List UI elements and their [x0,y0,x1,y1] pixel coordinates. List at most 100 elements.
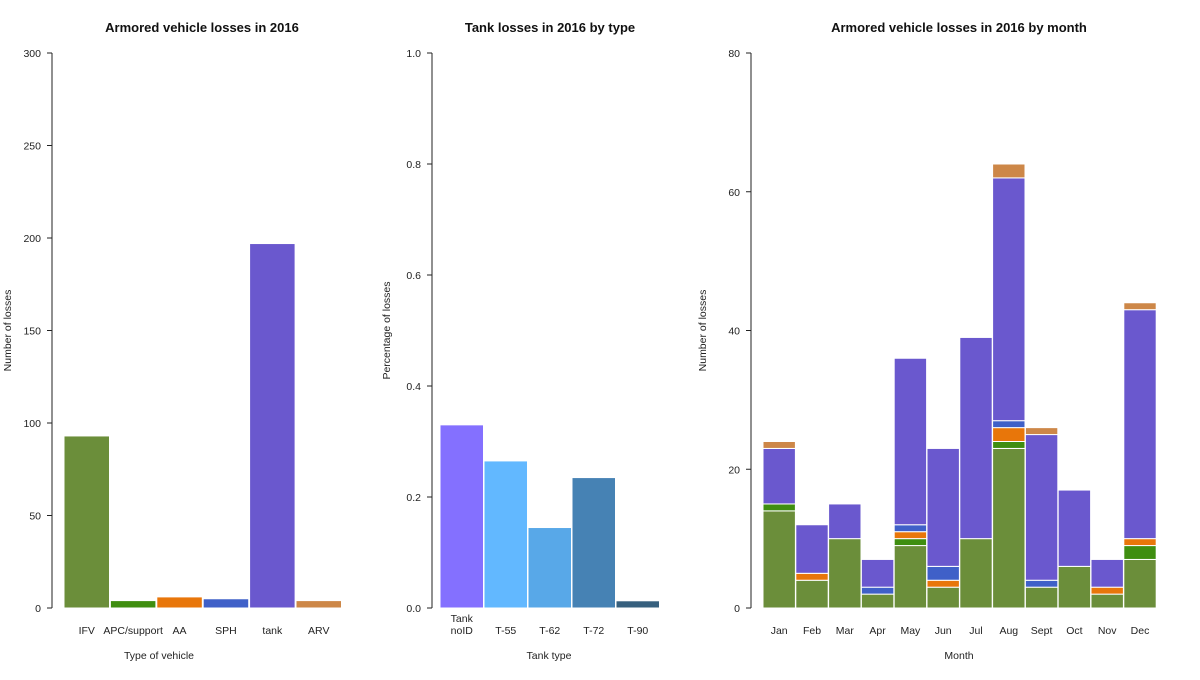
bar-segment-oct-5 [1057,489,1092,567]
bar-segment-jan-5 [762,447,796,505]
y-tick-label: 150 [23,326,41,338]
x-tick-label: Jul [969,625,982,637]
y-tick-label: 0 [35,603,41,615]
x-tick-label: T-72 [583,625,604,637]
bar-segment-jan-2 [762,503,796,512]
chart-panel-2: Tank losses in 2016 by type 0.0 0.2 0.4 0.6 0… [381,20,660,662]
bar-t-72 [571,477,616,609]
bar-segment-nov-5 [1090,558,1124,588]
bar-segment-sept-1 [1024,586,1059,609]
chart-title: Armored vehicle losses in 2016 [105,20,299,35]
bar-segment-mar-1 [828,538,862,609]
x-tick-label: ARV [308,625,329,637]
x-axis-label: Tank type [527,650,572,662]
bar-segment-feb-1 [795,579,829,609]
y-tick-label: 1.0 [406,48,421,60]
x-tick-label: Tank noID [451,613,474,637]
bar-segment-may-3 [893,531,928,540]
x-tick-label: Apr [869,625,886,637]
bar-segment-dec-5 [1123,309,1157,540]
bar-apc-support [109,600,157,609]
bar-segment-aug-2 [992,441,1026,449]
bar-segment-dec-2 [1123,545,1157,560]
y-tick-label: 0.0 [406,603,421,615]
bar-segment-may-4 [893,524,928,533]
x-tick-label: Jun [935,625,952,637]
bar-segment-dec-6 [1123,302,1157,311]
bar-segment-aug-1 [992,447,1026,609]
bar-segment-jan-1 [762,510,796,609]
bar-segment-aug-5 [992,177,1026,422]
x-tick-label: T-90 [627,625,648,637]
bar-segment-may-5 [893,357,928,526]
y-tick-label: 100 [23,418,41,430]
bar-segment-aug-6 [992,163,1026,179]
bar-segment-jun-5 [926,447,960,567]
x-axis-label: Type of vehicle [124,650,194,662]
y-tick-label: 300 [23,48,41,60]
bar-arv [295,600,342,609]
y-tick-label: 20 [728,464,740,476]
chart-panel-1: Armored vehicle losses in 2016 0 50 100 150 2… [2,20,342,662]
bar-segment-nov-1 [1090,593,1124,609]
x-axis-label: Month [944,650,973,662]
chart-panel-3: Armored vehicle losses in 2016 by month 0… [697,20,1157,662]
y-tick-label: 0 [734,603,740,615]
y-axis-label: Percentage of losses [381,281,393,379]
x-tick-label: Sept [1031,625,1053,637]
x-tick-label: SPH [215,625,237,637]
x-tick-label: Feb [803,625,821,637]
x-tick-label: Aug [999,625,1018,637]
bar-t-90 [615,600,660,609]
y-tick-label: 80 [728,48,740,60]
x-tick-label: Dec [1131,625,1150,637]
x-tick-label: May [900,625,921,637]
bar-segment-jun-3 [926,579,960,588]
bar-segment-jun-1 [926,586,960,609]
x-tick-label: APC/support [103,625,163,637]
y-tick-label: 0.2 [406,492,421,504]
x-tick-label: tank [262,625,283,637]
x-tick-label: Jan [771,625,788,637]
y-axis-label: Number of losses [2,290,14,372]
bar-segment-jan-6 [762,441,796,449]
bar-segment-feb-3 [795,572,829,581]
bar-segment-sept-4 [1024,579,1059,588]
y-tick-label: 250 [23,141,41,153]
y-tick-label: 0.4 [406,381,421,393]
bar-ifv [63,435,110,609]
bar-segment-oct-1 [1057,565,1092,609]
bar-segment-aug-3 [992,427,1026,442]
bar-segment-sept-6 [1024,427,1059,436]
bar-segment-jul-1 [959,538,993,609]
y-tick-label: 0.8 [406,159,421,171]
x-tick-label: Oct [1066,625,1082,637]
bar-t-62 [527,527,572,609]
bar-segment-sept-5 [1024,434,1059,581]
y-tick-label: 200 [23,233,41,245]
bar-segment-dec-1 [1123,558,1157,609]
bar-segment-feb-5 [795,524,829,574]
bar-segment-mar-5 [828,503,862,540]
y-tick-label: 0.6 [406,270,421,282]
x-tick-label: T-55 [495,625,516,637]
x-tick-label: Nov [1098,625,1117,637]
bar-segment-aug-4 [992,420,1026,429]
bar-segment-nov-3 [1090,586,1124,595]
bar-segment-apr-1 [860,593,895,609]
bar-segment-may-1 [893,545,928,609]
bar-segment-jul-5 [959,336,993,540]
x-tick-label: Mar [836,625,855,637]
y-tick-label: 40 [728,326,740,338]
bar-tank-noid [439,424,484,609]
bar-aa [156,596,203,609]
bar-tank [249,243,296,609]
x-tick-label: T-62 [539,625,560,637]
bar-segment-apr-5 [860,558,895,588]
x-tick-label: AA [173,625,187,637]
y-tick-label: 60 [728,187,740,199]
bar-segment-jun-4 [926,565,960,581]
bar-segment-apr-4 [860,586,895,595]
